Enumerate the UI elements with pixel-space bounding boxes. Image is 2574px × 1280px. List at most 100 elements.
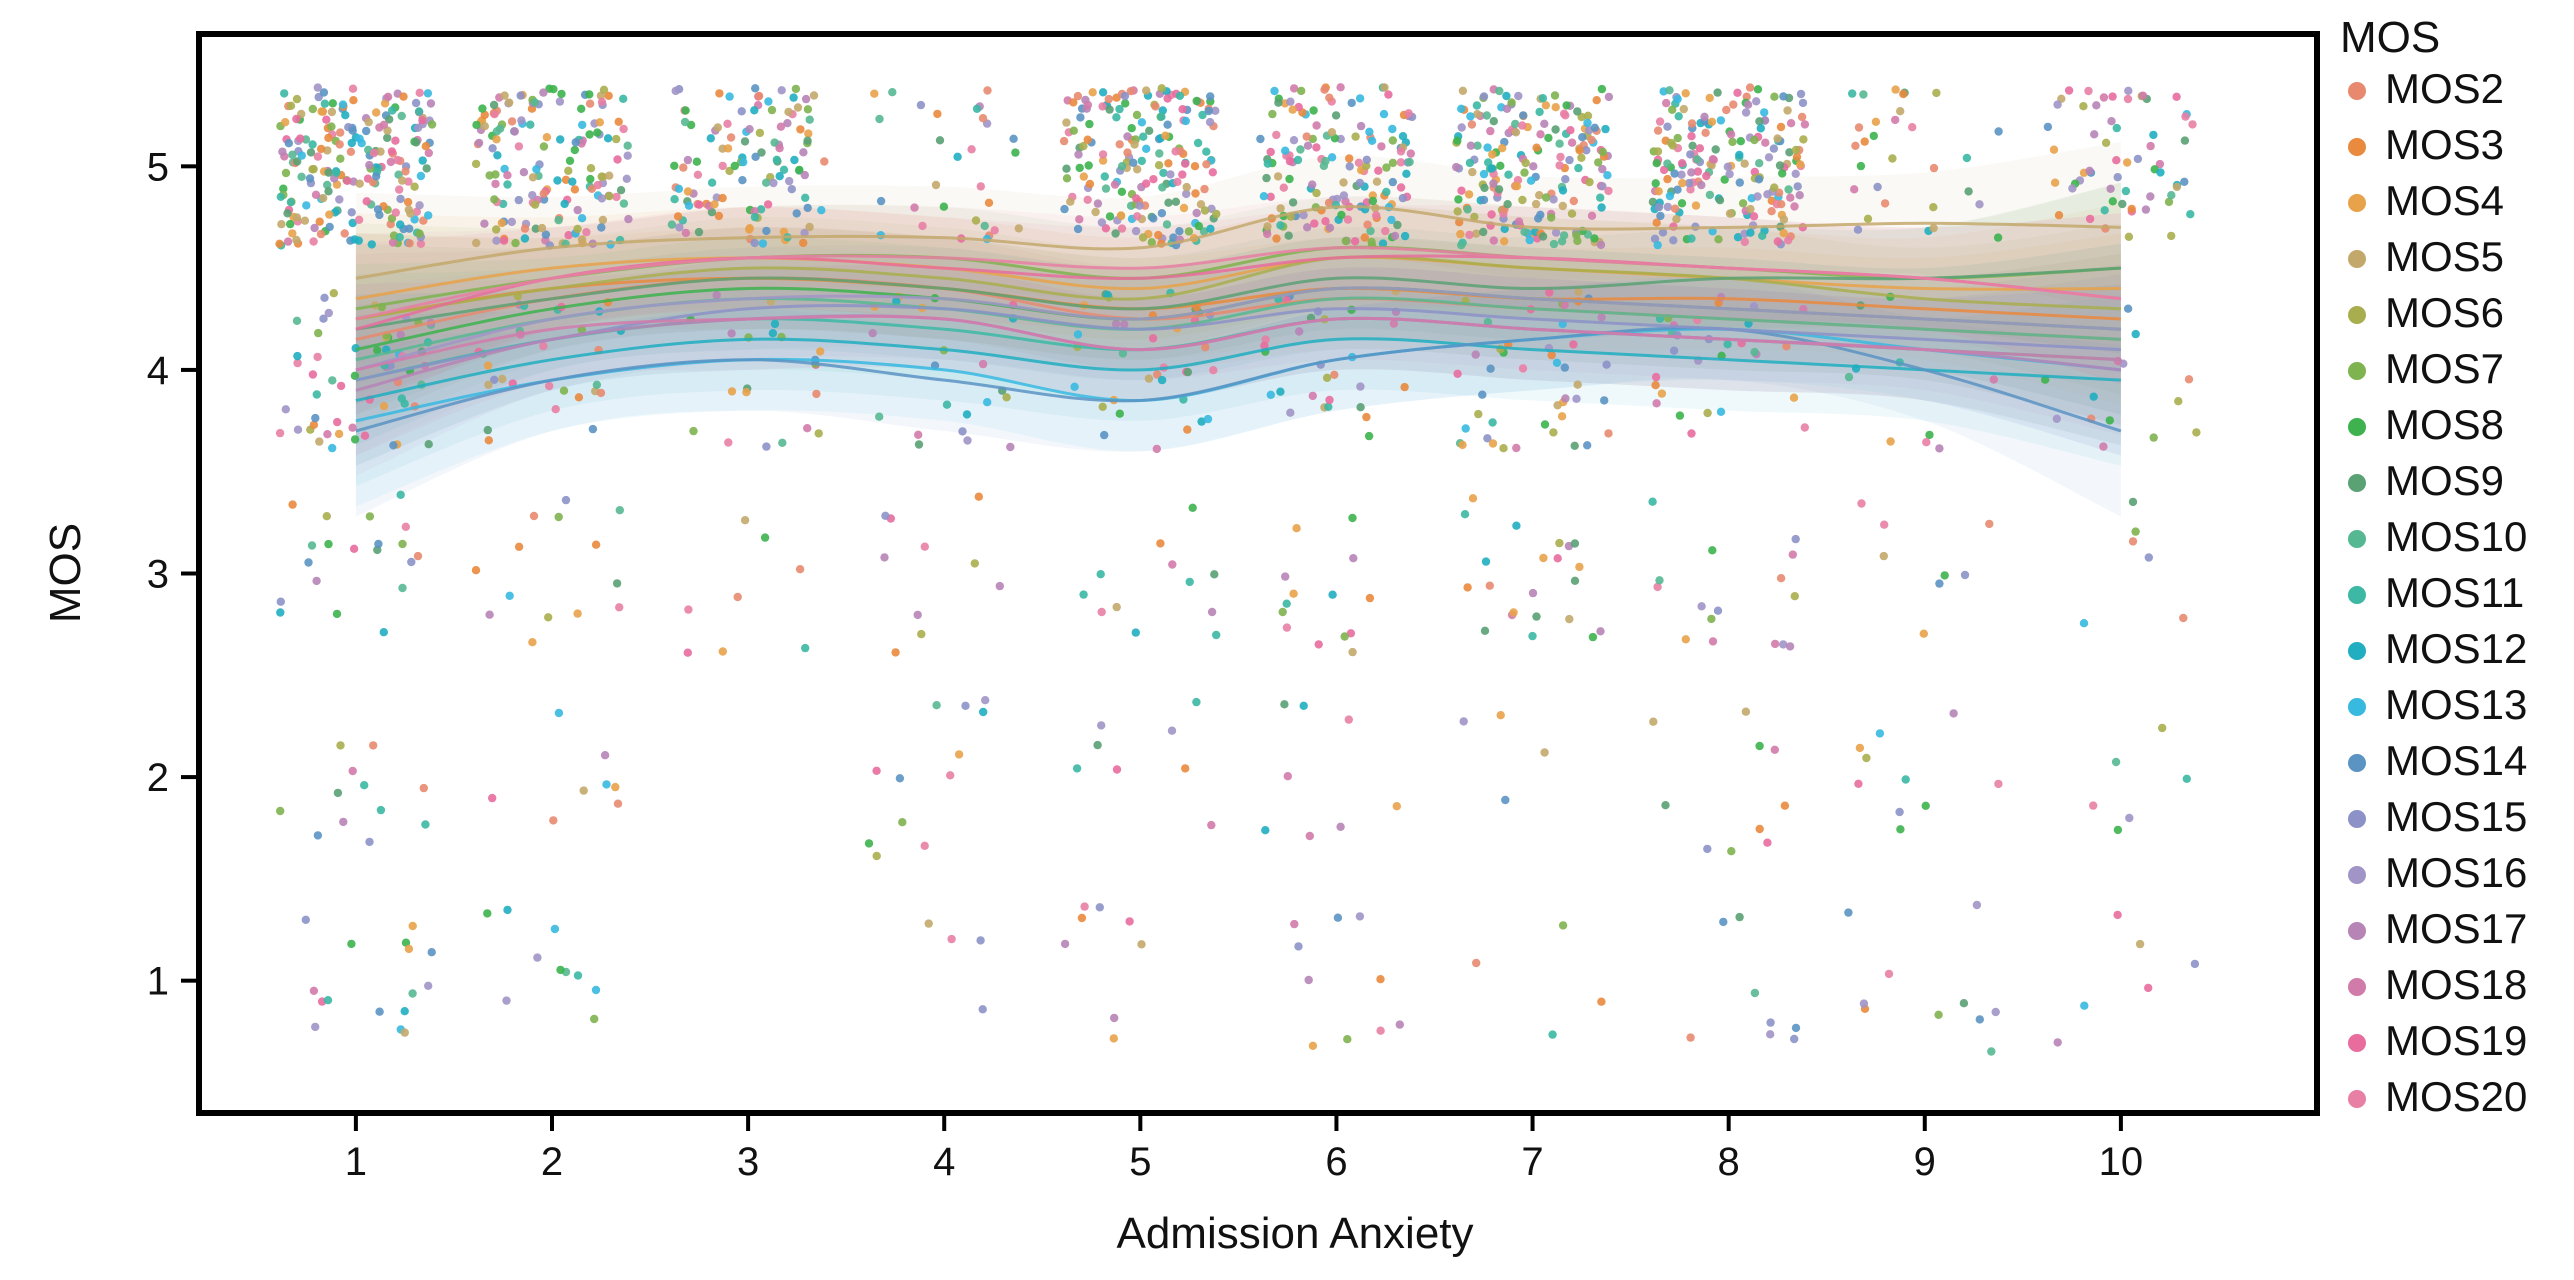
data-point	[1851, 141, 1860, 150]
data-point	[2158, 723, 2167, 733]
data-point	[1879, 551, 1889, 561]
data-point	[1117, 162, 1127, 171]
data-point	[760, 533, 770, 542]
data-point	[726, 133, 736, 142]
data-point	[1654, 187, 1663, 196]
data-point	[484, 436, 493, 445]
data-point	[2179, 613, 2188, 623]
data-point	[276, 597, 285, 606]
data-point	[555, 97, 565, 106]
data-point	[1549, 428, 1558, 437]
data-point	[817, 206, 826, 215]
data-point	[348, 766, 357, 776]
data-point	[1002, 393, 1011, 402]
data-point	[1746, 228, 1755, 237]
data-point	[1514, 217, 1524, 226]
data-point	[1725, 209, 1735, 218]
data-point	[1693, 167, 1703, 176]
y-tick-label: 3	[147, 553, 169, 597]
data-point	[1681, 635, 1691, 644]
data-point	[612, 579, 622, 588]
data-point	[1377, 142, 1386, 151]
data-point	[1182, 189, 1191, 199]
data-point	[281, 118, 290, 127]
data-point	[520, 234, 530, 243]
data-point	[480, 219, 489, 228]
data-point	[395, 185, 404, 194]
data-point	[1154, 230, 1163, 240]
data-point	[1132, 110, 1142, 120]
data-point	[514, 542, 524, 551]
data-point	[1111, 229, 1120, 238]
data-point	[1679, 104, 1689, 114]
data-point	[1769, 144, 1779, 153]
data-point	[1474, 409, 1483, 419]
data-point	[389, 441, 398, 450]
data-point	[695, 200, 704, 209]
data-point	[1294, 942, 1303, 951]
data-point	[1560, 300, 1569, 310]
data-point	[1080, 902, 1089, 911]
data-point	[1453, 369, 1462, 378]
data-point	[1073, 330, 1083, 339]
data-point	[1115, 140, 1124, 149]
data-point	[1303, 223, 1312, 232]
data-point	[1372, 211, 1381, 220]
data-point	[1652, 159, 1661, 168]
data-point	[421, 142, 430, 151]
data-point	[1302, 132, 1311, 141]
data-point	[1697, 602, 1706, 611]
data-point	[2146, 192, 2155, 201]
data-point	[412, 207, 421, 216]
data-point	[1118, 349, 1128, 358]
data-point	[1713, 88, 1722, 97]
data-point	[1940, 571, 1949, 580]
data-point	[1398, 193, 1408, 203]
data-point	[1212, 630, 1221, 640]
data-point	[1962, 153, 1972, 163]
data-point	[1452, 162, 1461, 172]
data-point	[553, 176, 562, 185]
data-point	[483, 909, 492, 918]
data-point	[1356, 121, 1366, 131]
data-point	[573, 609, 582, 618]
data-point	[313, 831, 323, 840]
data-point	[325, 210, 334, 219]
data-point	[683, 155, 693, 165]
data-point	[1161, 131, 1170, 140]
data-point	[1496, 161, 1505, 170]
data-point	[1800, 423, 1810, 432]
data-point	[1098, 88, 1108, 97]
data-point	[1384, 90, 1393, 99]
data-point	[1929, 203, 1938, 212]
data-point	[1453, 136, 1462, 145]
data-point	[396, 330, 405, 339]
data-point	[683, 648, 692, 657]
data-point	[1860, 137, 1869, 146]
data-point	[1396, 147, 1406, 156]
data-point	[932, 701, 941, 710]
legend-marker	[2348, 250, 2366, 268]
data-point	[375, 1007, 384, 1016]
data-point	[497, 218, 507, 228]
data-point	[2131, 527, 2140, 536]
data-point	[1663, 202, 1673, 212]
data-point	[615, 603, 624, 612]
x-tick-label: 10	[2099, 1140, 2144, 1184]
data-point	[529, 511, 539, 521]
data-point	[1601, 124, 1610, 134]
data-point	[1488, 439, 1498, 448]
data-point	[738, 176, 747, 185]
data-point	[415, 201, 424, 210]
data-point	[1740, 159, 1749, 168]
data-point	[1779, 229, 1788, 238]
data-point	[411, 98, 421, 108]
data-point	[1531, 199, 1541, 209]
data-point	[939, 202, 949, 211]
data-point	[1578, 133, 1587, 142]
data-point	[1138, 233, 1148, 242]
data-point	[586, 174, 595, 184]
data-point	[1760, 108, 1769, 117]
data-point	[803, 136, 812, 145]
data-point	[286, 198, 296, 207]
